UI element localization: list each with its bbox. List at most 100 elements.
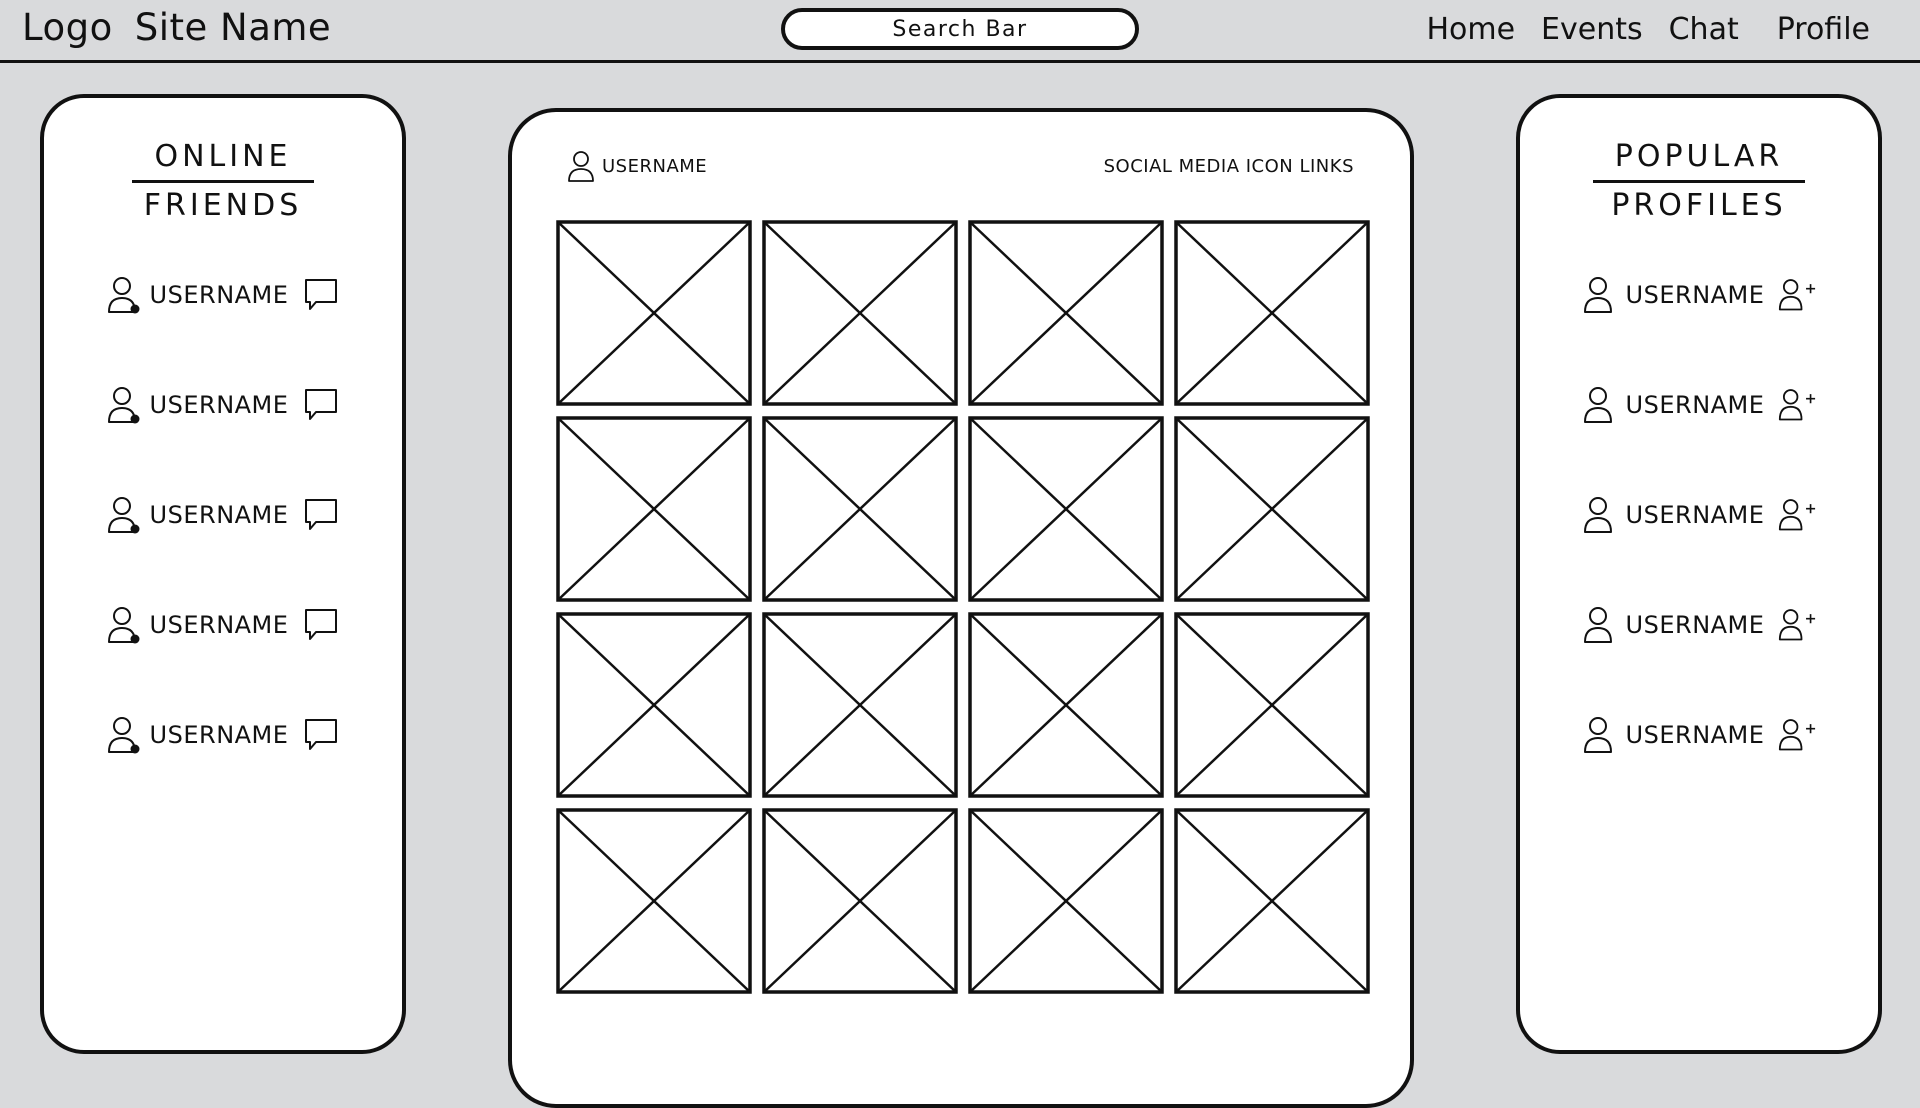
- nav-profile[interactable]: Profile: [1776, 12, 1870, 47]
- image-placeholder-icon: [968, 220, 1164, 406]
- chat-bubble-icon[interactable]: [302, 606, 340, 644]
- username-label[interactable]: USERNAME: [1625, 501, 1765, 529]
- username-label[interactable]: USERNAME: [1625, 611, 1765, 639]
- nav-home[interactable]: Home: [1426, 12, 1516, 47]
- image-placeholder[interactable]: [1174, 808, 1370, 994]
- chat-bubble-icon[interactable]: [302, 496, 340, 534]
- username-label[interactable]: USERNAME: [1625, 721, 1765, 749]
- panel-title-line2: PROFILES: [1611, 188, 1787, 223]
- add-user-icon[interactable]: [1778, 496, 1816, 534]
- image-placeholder-icon: [762, 612, 958, 798]
- username-label[interactable]: USERNAME: [1625, 391, 1765, 419]
- friend-row[interactable]: USERNAME: [44, 713, 402, 757]
- profiles-list: USERNAME USERNAME USERNAME USERNAME USERNAME: [1520, 273, 1878, 757]
- image-placeholder-icon: [1174, 612, 1370, 798]
- feed-header: USERNAME SOCIAL MEDIA ICON LINKS: [566, 148, 1354, 184]
- image-placeholder[interactable]: [556, 612, 752, 798]
- image-placeholder-icon: [762, 808, 958, 994]
- chat-bubble-icon[interactable]: [302, 386, 340, 424]
- username-label[interactable]: USERNAME: [149, 281, 289, 309]
- profile-row[interactable]: USERNAME: [1520, 603, 1878, 647]
- site-name[interactable]: Site Name: [134, 6, 332, 49]
- nav-chat[interactable]: Chat: [1668, 12, 1739, 47]
- friend-row[interactable]: USERNAME: [44, 603, 402, 647]
- feed-username: USERNAME: [602, 155, 708, 177]
- username-label[interactable]: USERNAME: [149, 391, 289, 419]
- image-placeholder[interactable]: [556, 808, 752, 994]
- user-online-icon: [107, 387, 140, 424]
- profile-row[interactable]: USERNAME: [1520, 273, 1878, 317]
- image-placeholder-icon: [1174, 808, 1370, 994]
- friend-row[interactable]: USERNAME: [44, 383, 402, 427]
- user-icon: [1583, 607, 1612, 643]
- friend-row[interactable]: USERNAME: [44, 493, 402, 537]
- panel-title-line1: POPULAR: [1592, 134, 1806, 183]
- social-media-links[interactable]: SOCIAL MEDIA ICON LINKS: [1103, 155, 1354, 177]
- online-friends-panel: ONLINE FRIENDS USERNAME USERNAME USERNAME U…: [40, 94, 406, 1054]
- image-placeholder[interactable]: [1174, 416, 1370, 602]
- user-icon: [1583, 497, 1612, 533]
- image-placeholder-icon: [968, 808, 1164, 994]
- user-online-icon: [107, 277, 140, 314]
- user-online-icon: [107, 717, 140, 754]
- feed-user[interactable]: USERNAME: [566, 149, 707, 183]
- friends-list: USERNAME USERNAME USERNAME USERNAME USERNAME: [44, 273, 402, 757]
- image-placeholder[interactable]: [762, 612, 958, 798]
- logo[interactable]: Logo: [22, 6, 113, 49]
- profile-row[interactable]: USERNAME: [1520, 383, 1878, 427]
- image-placeholder-icon: [762, 220, 958, 406]
- image-placeholder[interactable]: [762, 220, 958, 406]
- brand[interactable]: Logo Site Name: [22, 6, 331, 49]
- username-label[interactable]: USERNAME: [1625, 281, 1765, 309]
- image-placeholder-icon: [968, 416, 1164, 602]
- username-label[interactable]: USERNAME: [149, 611, 289, 639]
- user-icon: [1583, 387, 1612, 423]
- user-icon: [1583, 717, 1612, 753]
- online-friends-title: ONLINE FRIENDS: [44, 134, 402, 229]
- image-placeholder-icon: [556, 808, 752, 994]
- image-placeholder-icon: [556, 220, 752, 406]
- search-placeholder: Search Bar: [892, 16, 1028, 42]
- profile-row[interactable]: USERNAME: [1520, 493, 1878, 537]
- panel-title-line1: ONLINE: [132, 134, 314, 183]
- image-placeholder[interactable]: [556, 416, 752, 602]
- photo-grid: [556, 220, 1370, 994]
- image-placeholder[interactable]: [968, 612, 1164, 798]
- image-placeholder-icon: [762, 416, 958, 602]
- image-placeholder-icon: [556, 612, 752, 798]
- image-placeholder[interactable]: [1174, 612, 1370, 798]
- image-placeholder-icon: [1174, 220, 1370, 406]
- user-online-icon: [107, 607, 140, 644]
- image-placeholder[interactable]: [556, 220, 752, 406]
- image-placeholder-icon: [968, 612, 1164, 798]
- chat-bubble-icon[interactable]: [302, 276, 340, 314]
- main-nav: Home Events Chat Profile: [1426, 12, 1870, 47]
- image-placeholder-icon: [1174, 416, 1370, 602]
- top-bar: Logo Site Name Search Bar Home Events Cha…: [0, 0, 1920, 63]
- add-user-icon[interactable]: [1778, 386, 1816, 424]
- add-user-icon[interactable]: [1778, 276, 1816, 314]
- popular-profiles-title: POPULAR PROFILES: [1520, 134, 1878, 229]
- image-placeholder[interactable]: [1174, 220, 1370, 406]
- image-placeholder[interactable]: [762, 808, 958, 994]
- user-icon: [1583, 277, 1612, 313]
- profile-row[interactable]: USERNAME: [1520, 713, 1878, 757]
- image-placeholder[interactable]: [968, 808, 1164, 994]
- add-user-icon[interactable]: [1778, 606, 1816, 644]
- user-online-icon: [107, 497, 140, 534]
- username-label[interactable]: USERNAME: [149, 721, 289, 749]
- user-icon: [568, 151, 594, 182]
- add-user-icon[interactable]: [1778, 716, 1816, 754]
- nav-events[interactable]: Events: [1541, 12, 1643, 47]
- chat-bubble-icon[interactable]: [302, 716, 340, 754]
- image-placeholder[interactable]: [762, 416, 958, 602]
- popular-profiles-panel: POPULAR PROFILES USERNAME USERNAME USERNAM…: [1516, 94, 1882, 1054]
- image-placeholder[interactable]: [968, 416, 1164, 602]
- username-label[interactable]: USERNAME: [149, 501, 289, 529]
- search-bar[interactable]: Search Bar: [781, 8, 1139, 50]
- friend-row[interactable]: USERNAME: [44, 273, 402, 317]
- panel-title-line2: FRIENDS: [143, 188, 303, 223]
- feed-panel: USERNAME SOCIAL MEDIA ICON LINKS: [508, 108, 1414, 1108]
- image-placeholder-icon: [556, 416, 752, 602]
- image-placeholder[interactable]: [968, 220, 1164, 406]
